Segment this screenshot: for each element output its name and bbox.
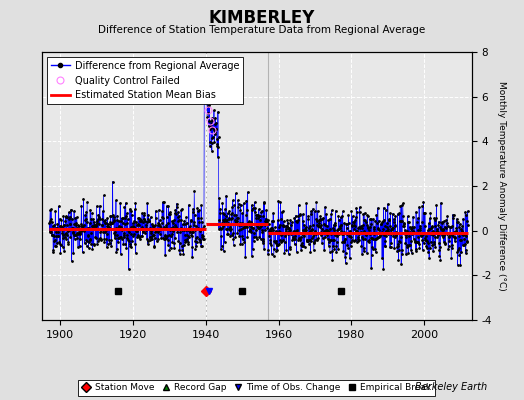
- Y-axis label: Monthly Temperature Anomaly Difference (°C): Monthly Temperature Anomaly Difference (…: [497, 81, 506, 291]
- Text: Berkeley Earth: Berkeley Earth: [415, 382, 487, 392]
- Text: Difference of Station Temperature Data from Regional Average: Difference of Station Temperature Data f…: [99, 25, 425, 35]
- Text: KIMBERLEY: KIMBERLEY: [209, 9, 315, 27]
- Legend: Station Move, Record Gap, Time of Obs. Change, Empirical Break: Station Move, Record Gap, Time of Obs. C…: [78, 380, 435, 396]
